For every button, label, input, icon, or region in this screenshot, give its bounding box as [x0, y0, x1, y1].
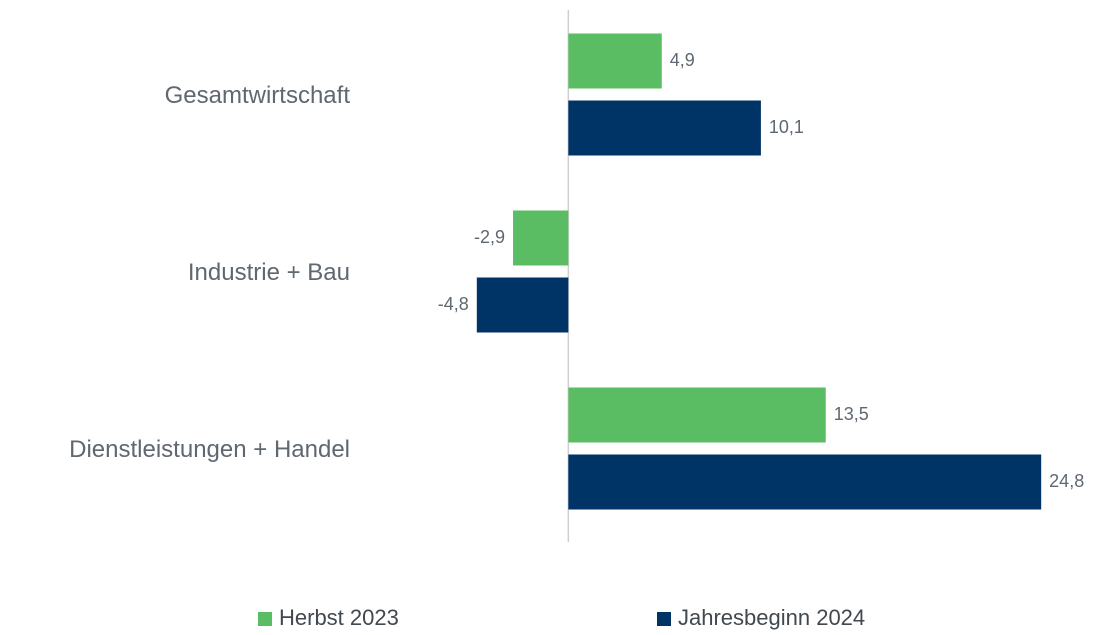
value-label: -4,8 — [438, 294, 469, 314]
legend-label: Jahresbeginn 2024 — [678, 605, 865, 630]
legend-swatch — [258, 612, 272, 626]
bar — [568, 454, 1042, 510]
bar — [568, 387, 826, 443]
value-label: -2,9 — [474, 227, 505, 247]
value-label: 4,9 — [670, 50, 695, 70]
legend-label: Herbst 2023 — [279, 605, 399, 630]
value-label: 10,1 — [769, 117, 804, 137]
bar — [513, 210, 569, 266]
category-label: Dienstleistungen + Handel — [69, 436, 350, 463]
bar — [568, 33, 662, 89]
bar — [476, 277, 569, 333]
category-label: Industrie + Bau — [188, 259, 350, 286]
bar — [568, 100, 761, 156]
category-label: Gesamtwirtschaft — [165, 82, 351, 109]
value-label: 24,8 — [1049, 471, 1084, 491]
value-label: 13,5 — [834, 404, 869, 424]
legend-swatch — [657, 612, 671, 626]
